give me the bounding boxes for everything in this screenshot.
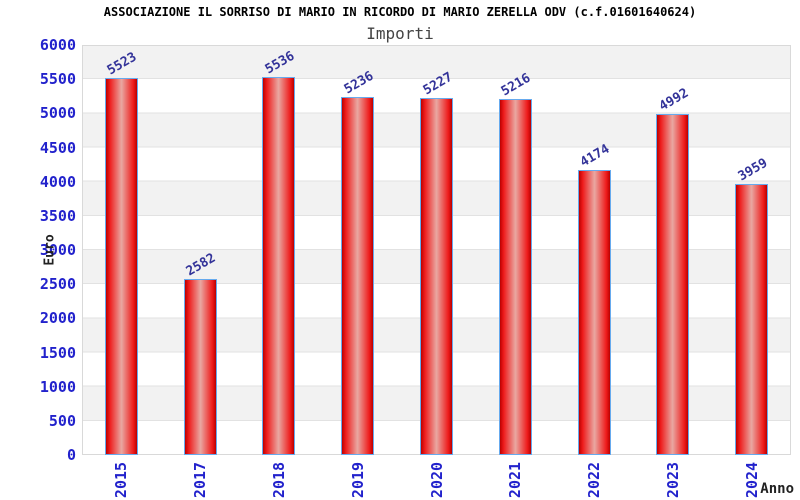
y-tick-label: 6000 xyxy=(39,36,76,54)
y-tick-label: 1500 xyxy=(39,343,76,362)
x-tick-label: 2023 xyxy=(663,461,682,499)
y-tick-label: 4000 xyxy=(39,172,76,191)
y-tick-label: 5000 xyxy=(39,104,76,123)
x-tick-label: 2019 xyxy=(348,461,367,499)
bar-2020 xyxy=(420,97,453,455)
bar-2023 xyxy=(656,113,690,455)
x-tick-label: 2017 xyxy=(191,461,210,499)
x-axis-title: Anno xyxy=(760,481,794,497)
y-tick-label: 4500 xyxy=(39,138,76,157)
y-tick-label: 3000 xyxy=(39,241,76,259)
y-tick-label: 2000 xyxy=(39,309,76,328)
bar-2021 xyxy=(498,98,532,455)
y-tick-label: 2500 xyxy=(39,275,76,294)
x-tick-label: 2024 xyxy=(742,461,761,499)
x-tick-label: 2020 xyxy=(427,461,446,499)
y-tick-label: 500 xyxy=(48,411,76,430)
y-axis-title: Euro xyxy=(42,234,58,266)
x-tick-label: 2021 xyxy=(506,461,525,499)
x-tick-label: 2018 xyxy=(269,461,288,499)
bar-2015 xyxy=(104,77,138,455)
y-tick-label: 5500 xyxy=(39,70,76,89)
x-tick-label: 2022 xyxy=(585,461,604,499)
chart-title: ASSOCIAZIONE IL SORRISO DI MARIO IN RICO… xyxy=(103,5,697,19)
y-tick-label: 0 xyxy=(66,446,76,464)
bar-2017 xyxy=(183,278,217,455)
bar-2022 xyxy=(577,169,611,455)
x-tick-label: 2015 xyxy=(112,461,131,499)
bar-2024 xyxy=(735,184,769,455)
bar-2019 xyxy=(341,97,375,455)
chart-subtitle: Importi xyxy=(366,24,434,43)
y-tick-label: 3500 xyxy=(39,206,76,225)
bar-2018 xyxy=(262,76,296,455)
y-tick-label: 1000 xyxy=(39,377,76,396)
